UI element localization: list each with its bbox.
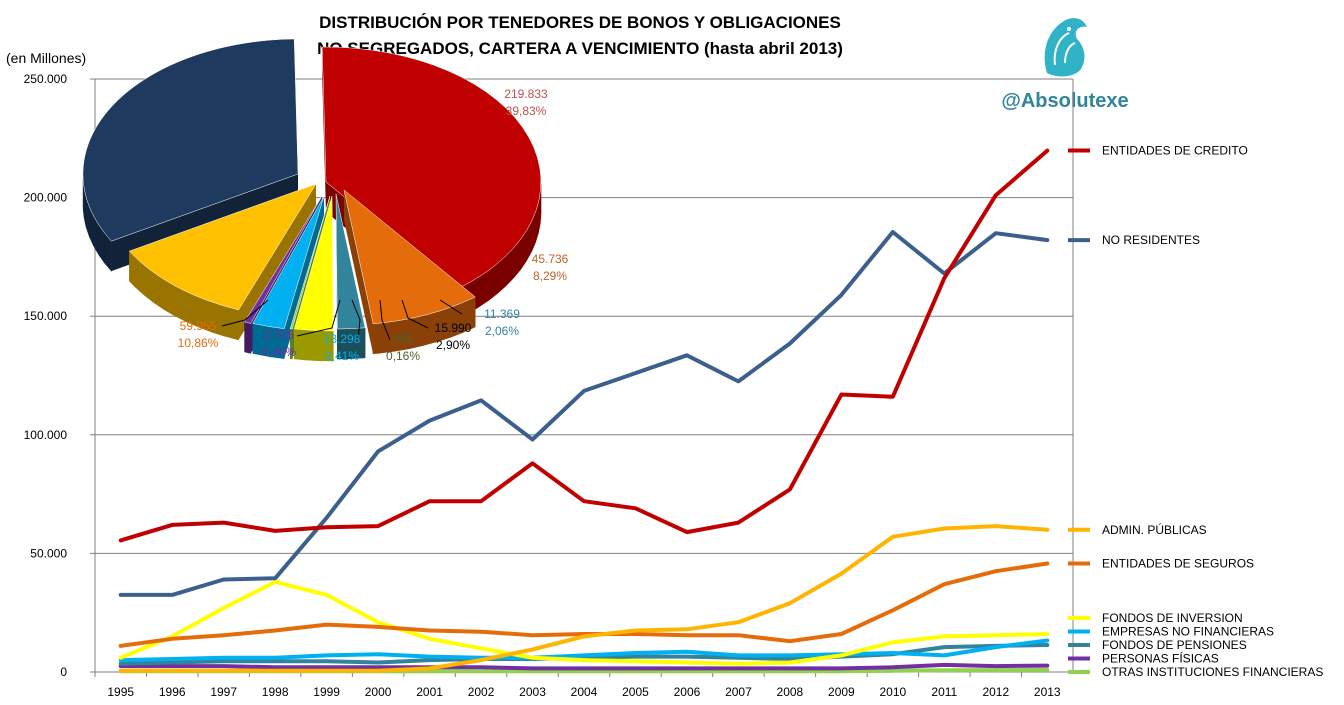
pie-value-label: 15.990 — [435, 321, 472, 335]
y-tick-label: 200.000 — [24, 191, 68, 205]
pie-slice-wall — [244, 321, 252, 354]
chart-title: DISTRIBUCIÓN POR TENEDORES DE BONOS Y OB… — [319, 13, 841, 32]
pie-slice — [293, 195, 334, 332]
pie-leader-line — [401, 299, 429, 329]
series-line — [118, 662, 1050, 671]
series-line — [118, 524, 1050, 673]
legend-label: OTRAS INSTITUCIONES FINANCIERAS — [1102, 665, 1323, 679]
pie-slice — [321, 46, 542, 290]
y-tick-label: 250.000 — [24, 72, 68, 86]
x-tick-label: 1999 — [313, 685, 340, 699]
pie-percent-label: 39,83% — [506, 104, 547, 118]
pie-slice — [335, 193, 366, 330]
pie-value-label: 182.098 — [116, 101, 160, 115]
pie-slice — [82, 38, 299, 242]
y-tick-label: 100.000 — [24, 428, 68, 442]
pie-percent-label: 10,86% — [178, 336, 219, 350]
y-axis-label: (en Millones) — [6, 50, 86, 66]
x-tick-label: 1996 — [159, 685, 186, 699]
pie-percent-label: 2,90% — [436, 338, 470, 352]
x-tick-label: 2007 — [725, 685, 752, 699]
x-tick-label: 2004 — [571, 685, 598, 699]
pie-slice-wall — [129, 250, 239, 341]
x-tick-label: 2005 — [622, 685, 649, 699]
pie-percent-label: 33,00% — [118, 118, 159, 132]
pie-leader-line — [351, 299, 361, 340]
chart-subtitle: NO SEGREGADOS, CARTERA A VENCIMIENTO (ha… — [317, 39, 843, 58]
legend: ENTIDADES DE CREDITO NO RESIDENTES ADMIN. … — [1068, 144, 1323, 679]
pie-slice — [244, 195, 323, 324]
pie-value-label: 892 — [393, 332, 413, 346]
series-line — [118, 561, 1050, 648]
x-tick-label: 2008 — [777, 685, 804, 699]
x-tick-label: 2013 — [1034, 685, 1061, 699]
series-line — [118, 148, 1050, 543]
pie-leader-line — [439, 299, 463, 315]
series-line — [118, 230, 1050, 597]
x-tick-label: 2002 — [468, 685, 495, 699]
pie-slice — [289, 195, 331, 330]
pie-slice-wall — [372, 296, 476, 355]
pie-leader-line — [296, 299, 341, 337]
pie-slice-wall — [82, 178, 112, 272]
legend-label: FONDOS DE PENSIONES — [1102, 638, 1247, 652]
griffin-logo-icon — [1044, 18, 1087, 77]
y-tick-label: 50.000 — [30, 546, 67, 560]
pie-value-label: 59.955 — [180, 319, 217, 333]
x-tick-label: 2000 — [365, 685, 392, 699]
legend-label: ENTIDADES DE CREDITO — [1102, 144, 1248, 158]
legend-label: PERSONAS FÍSICAS — [1102, 651, 1219, 666]
x-tick-label: 2003 — [519, 685, 546, 699]
legend-label: ADMIN. PÚBLICAS — [1102, 522, 1207, 537]
pie-percent-label: 0,49% — [262, 345, 296, 359]
pie-value-label: 13.298 — [324, 332, 361, 346]
legend-label: NO RESIDENTES — [1102, 233, 1200, 247]
series-line — [118, 638, 1050, 663]
x-tick-label: 2009 — [828, 685, 855, 699]
y-tick-label: 150.000 — [24, 309, 68, 323]
pie-percent-label: 8,29% — [533, 269, 567, 283]
legend-label: FONDOS DE INVERSION — [1102, 611, 1243, 625]
x-tick-label: 2010 — [879, 685, 906, 699]
x-tick-label: 2001 — [416, 685, 443, 699]
x-tick-label: 1998 — [262, 685, 289, 699]
pie-chart: 219.833 39,83% 45.736 8,29% 11.369 2,06% 15.99… — [82, 38, 569, 363]
pie-slice — [128, 183, 317, 311]
pie-value-label: 45.736 — [532, 252, 569, 266]
pie-slice-side — [344, 190, 374, 354]
brand: @Absolutexe — [1001, 18, 1129, 112]
pie-leader-line — [379, 299, 391, 341]
series-line — [118, 579, 1050, 666]
pie-slice — [252, 195, 325, 329]
pie-percent-label: 2,06% — [485, 324, 519, 338]
legend-label: ENTIDADES DE SEGUROS — [1102, 557, 1254, 571]
x-tick-label: 2012 — [982, 685, 1009, 699]
pie-slice — [343, 189, 476, 325]
legend-label: EMPRESAS NO FINANCIERAS — [1102, 625, 1274, 639]
x-tick-label: 2006 — [674, 685, 701, 699]
y-tick-label: 0 — [60, 665, 67, 679]
x-tick-label: 2011 — [931, 685, 957, 699]
brand-handle: @Absolutexe — [1001, 90, 1128, 112]
pie-percent-label: 0,16% — [386, 349, 420, 363]
pie-value-label: 219.833 — [504, 87, 548, 101]
pie-value-label: 11.369 — [484, 307, 520, 321]
plot-area: 0 50.000 100.000 150.000 200.000 250.000 1995 1… — [24, 72, 1074, 699]
pie-percent-label: 2,41% — [325, 349, 359, 363]
pie-leader-line — [221, 299, 269, 327]
x-tick-label: 1997 — [210, 685, 237, 699]
x-tick-label: 1995 — [107, 685, 134, 699]
pie-value-label: 2.706 — [264, 328, 294, 342]
